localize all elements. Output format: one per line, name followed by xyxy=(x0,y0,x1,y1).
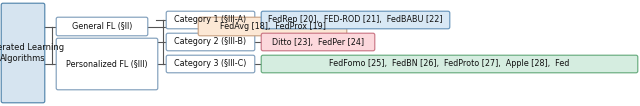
FancyBboxPatch shape xyxy=(261,55,638,73)
Text: Ditto [23],  FedPer [24]: Ditto [23], FedPer [24] xyxy=(272,38,364,47)
Text: Federated Learning
Algorithms: Federated Learning Algorithms xyxy=(0,43,64,63)
Text: Personalized FL (§III): Personalized FL (§III) xyxy=(66,59,148,68)
FancyBboxPatch shape xyxy=(261,11,450,29)
Text: FedRep [20],  FED-ROD [21],  FedBABU [22]: FedRep [20], FED-ROD [21], FedBABU [22] xyxy=(268,15,443,24)
FancyBboxPatch shape xyxy=(166,55,255,73)
FancyBboxPatch shape xyxy=(56,17,148,36)
Text: Category 3 (§III-C): Category 3 (§III-C) xyxy=(174,59,246,68)
FancyBboxPatch shape xyxy=(56,38,158,90)
Text: Category 2 (§III-B): Category 2 (§III-B) xyxy=(175,38,246,47)
Text: General FL (§II): General FL (§II) xyxy=(72,22,132,31)
FancyBboxPatch shape xyxy=(166,11,255,29)
FancyBboxPatch shape xyxy=(261,33,375,51)
FancyBboxPatch shape xyxy=(1,3,45,103)
Text: FedFomo [25],  FedBN [26],  FedProto [27],  Apple [28],  Fed: FedFomo [25], FedBN [26], FedProto [27],… xyxy=(330,59,570,68)
FancyBboxPatch shape xyxy=(198,17,347,36)
Text: FedAvg [18],  FedProx [19]: FedAvg [18], FedProx [19] xyxy=(220,22,326,31)
FancyBboxPatch shape xyxy=(166,33,255,51)
Text: Category 1 (§III-A): Category 1 (§III-A) xyxy=(175,15,246,24)
